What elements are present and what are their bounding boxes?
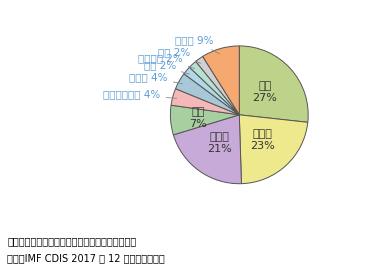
Text: 米国 2%: 米国 2% <box>144 60 189 74</box>
Wedge shape <box>170 105 239 135</box>
Text: 備考：中国は、香港の値を含んだ数値にて算出。: 備考：中国は、香港の値を含んだ数値にて算出。 <box>7 236 137 246</box>
Text: 中国
27%: 中国 27% <box>253 81 278 103</box>
Wedge shape <box>173 115 242 184</box>
Wedge shape <box>196 56 239 115</box>
Text: キプロス 2%: キプロス 2% <box>138 53 194 69</box>
Text: トルコ 4%: トルコ 4% <box>129 72 183 84</box>
Wedge shape <box>203 46 239 115</box>
Wedge shape <box>190 61 239 115</box>
Text: ロシア
21%: ロシア 21% <box>207 132 232 154</box>
Text: その他 9%: その他 9% <box>175 36 220 54</box>
Text: 資料：IMF CDIS 2017 年 12 月版より作成。: 資料：IMF CDIS 2017 年 12 月版より作成。 <box>7 254 165 264</box>
Text: カナダ
23%: カナダ 23% <box>250 129 275 151</box>
Wedge shape <box>239 46 308 122</box>
Text: カザフスタン 4%: カザフスタン 4% <box>104 90 177 100</box>
Wedge shape <box>175 74 239 115</box>
Text: 英国
7%: 英国 7% <box>189 107 207 129</box>
Wedge shape <box>184 67 239 115</box>
Text: 韓国 2%: 韓国 2% <box>158 47 201 63</box>
Wedge shape <box>239 115 308 184</box>
Wedge shape <box>171 89 239 115</box>
